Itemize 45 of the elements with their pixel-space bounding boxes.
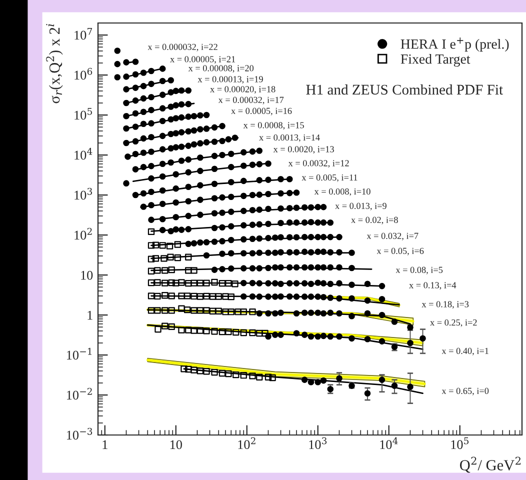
annotation: x = 0.00013, i=19	[198, 76, 263, 84]
y-tick-label: 10$^{4}$	[74, 148, 92, 160]
x-tick-label: 10$^{2}$	[238, 437, 256, 450]
annotation: x = 0.0020, i=13	[273, 146, 334, 154]
x-tick-label: 1	[102, 440, 108, 450]
y-tick-label: 10$^{5}$	[74, 108, 92, 120]
annotation: x = 0.13, i=4	[409, 282, 456, 290]
annotation: x = 0.0032, i=12	[288, 160, 349, 168]
annotation: x = 0.08, i=5	[396, 266, 443, 274]
annotation: x = 0.008, i=10	[314, 188, 370, 196]
y-tick-label: 10$^{−2}$	[66, 388, 92, 400]
y-tick-label: 10$^{2}$	[74, 228, 92, 240]
annotation: x = 0.25, i=2	[430, 319, 477, 327]
annotation: x = 0.0008, i=15	[243, 122, 304, 130]
annotation: x = 0.00032, i=17	[218, 96, 284, 104]
y-tick-label: 10$^{3}$	[74, 188, 92, 200]
annotation: x = 0.0013, i=14	[259, 134, 320, 142]
y-tick-label: 10	[81, 270, 93, 280]
legend-label: HERA I e$^{+}$p (prel.)	[400, 38, 509, 52]
y-tick-label: 10$^{6}$	[74, 68, 92, 80]
annotation: x = 0.032, i=7	[366, 232, 418, 240]
annotation: x = 0.013, i=9	[335, 202, 386, 210]
y-tick-label: 10$^{−3}$	[66, 428, 92, 440]
annotation: x = 0.0005, i=16	[231, 108, 292, 116]
x-tick-label: 10$^{4}$	[380, 437, 398, 450]
annotation: x = 0.40, i=1	[442, 348, 488, 356]
y-tick-label: 10$^{−1}$	[66, 348, 92, 360]
x-tick-label: 10$^{5}$	[451, 437, 469, 450]
annotation: x = 0.005, i=11	[302, 174, 358, 182]
x-tick-label: 10$^{3}$	[309, 437, 327, 450]
annotation: x = 0.000032, i=22	[148, 44, 218, 52]
annotation: x = 0.05, i=6	[376, 248, 424, 256]
x-tick-label: 10	[170, 440, 182, 450]
annotation: x = 0.00008, i=20	[188, 65, 254, 73]
annotation: x = 0.65, i=0	[442, 388, 489, 396]
annotation: x = 0.18, i=3	[422, 301, 469, 309]
y-tick-label: 1	[88, 310, 92, 320]
annotation: H1 and ZEUS Combined PDF Fit	[306, 84, 503, 95]
annotation: x = 0.00005, i=21	[170, 56, 236, 64]
y-axis-title: σ$_{r}$(x,Q$^{2}$) x 2$^{i}$	[46, 24, 63, 104]
y-tick-label: 10$^{7}$	[74, 28, 92, 40]
annotation: x = 0.02, i=8	[351, 216, 398, 224]
annotation: x = 0.00020, i=18	[210, 86, 276, 94]
legend-label: Fixed Target	[400, 54, 470, 67]
x-axis-title: Q$^{2}$/ GeV$^{2}$	[460, 456, 521, 473]
